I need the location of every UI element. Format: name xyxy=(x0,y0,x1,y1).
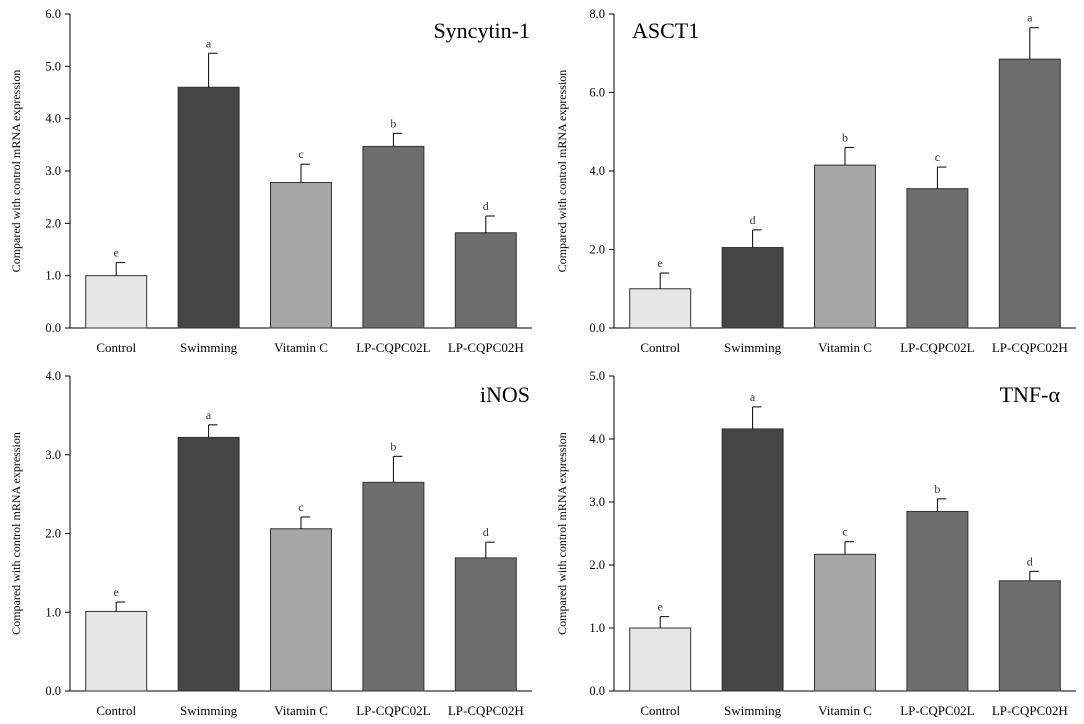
bar-lp-cqpc02h xyxy=(998,58,1061,329)
bar-vitamin-c xyxy=(270,182,332,329)
y-tick-label: 1.0 xyxy=(45,269,61,283)
bar-swimming xyxy=(721,428,784,692)
bar-lp-cqpc02l xyxy=(362,145,425,329)
y-tick-label: 4.0 xyxy=(45,369,61,383)
y-tick-label: 3.0 xyxy=(589,495,605,509)
category-label: Control xyxy=(96,340,136,355)
y-tick-label: 5.0 xyxy=(45,59,61,73)
category-label: Swimming xyxy=(724,340,782,355)
y-axis-title: Compared with control mRNA expression xyxy=(9,70,23,273)
y-tick-label: 2.0 xyxy=(589,558,605,572)
category-label: LP-CQPC02H xyxy=(448,340,524,355)
panel-title: TNF-α xyxy=(1000,382,1061,407)
significance-label: e xyxy=(658,256,663,270)
significance-label: d xyxy=(1027,554,1033,568)
y-tick-label: 5.0 xyxy=(589,369,605,383)
significance-label: a xyxy=(206,36,212,50)
category-label: Control xyxy=(640,340,680,355)
significance-label: a xyxy=(1027,11,1033,25)
y-tick-label: 0.0 xyxy=(589,321,605,335)
significance-label: e xyxy=(114,585,119,599)
chart-panel-1: 0.0 1.0 2.0 3.0 4.0 5.0 6.0 Compared with contr… xyxy=(9,7,532,355)
significance-label: c xyxy=(298,500,303,514)
y-tick-label: 6.0 xyxy=(45,7,61,21)
bar-control xyxy=(85,610,148,692)
y-tick-label: 1.0 xyxy=(45,605,61,619)
y-tick-label: 0.0 xyxy=(45,321,61,335)
chart-panel-3: 0.0 1.0 2.0 3.0 4.0 Compared with control mRN… xyxy=(9,369,532,718)
bar-control xyxy=(85,275,148,329)
y-tick-label: 3.0 xyxy=(45,448,61,462)
bar-lp-cqpc02l xyxy=(906,510,969,692)
bar-lp-cqpc02h xyxy=(454,557,517,692)
bar-lp-cqpc02l xyxy=(906,188,969,329)
bar-lp-cqpc02l xyxy=(362,481,425,692)
significance-label: d xyxy=(750,213,756,227)
significance-label: d xyxy=(483,525,489,539)
y-tick-label: 2.0 xyxy=(45,527,61,541)
chart-panel-2: 0.0 2.0 4.0 6.0 8.0 Compared with control mRN… xyxy=(555,7,1076,355)
y-tick-label: 0.0 xyxy=(589,684,605,698)
significance-label: c xyxy=(935,150,940,164)
category-label: LP-CQPC02L xyxy=(356,703,430,718)
significance-label: e xyxy=(114,246,119,260)
y-tick-label: 2.0 xyxy=(589,243,605,257)
significance-label: b xyxy=(390,116,396,130)
category-label: LP-CQPC02H xyxy=(992,703,1068,718)
significance-label: c xyxy=(842,525,847,539)
y-tick-label: 1.0 xyxy=(589,621,605,635)
category-label: LP-CQPC02H xyxy=(448,703,524,718)
y-tick-label: 2.0 xyxy=(45,216,61,230)
y-tick-label: 8.0 xyxy=(589,7,605,21)
category-label: LP-CQPC02H xyxy=(992,340,1068,355)
y-tick-label: 4.0 xyxy=(589,432,605,446)
significance-label: c xyxy=(298,147,303,161)
category-label: Control xyxy=(640,703,680,718)
category-label: Swimming xyxy=(724,703,782,718)
bar-swimming xyxy=(177,436,240,692)
category-label: Vitamin C xyxy=(274,703,328,718)
bar-lp-cqpc02h xyxy=(454,232,517,329)
category-label: LP-CQPC02L xyxy=(900,340,974,355)
y-axis-title: Compared with control mRNA expression xyxy=(9,432,23,635)
y-axis-title: Compared with control mRNA expression xyxy=(555,432,569,635)
panel-title: ASCT1 xyxy=(632,18,699,43)
category-label: Swimming xyxy=(180,340,238,355)
bar-vitamin-c xyxy=(814,553,876,692)
panel-title: iNOS xyxy=(480,382,530,407)
category-label: LP-CQPC02L xyxy=(900,703,974,718)
y-axis-title: Compared with control mRNA expression xyxy=(555,70,569,273)
y-tick-label: 3.0 xyxy=(45,164,61,178)
bar-vitamin-c xyxy=(270,528,332,692)
significance-label: d xyxy=(483,199,489,213)
category-label: Swimming xyxy=(180,703,238,718)
bar-control xyxy=(629,288,692,329)
y-tick-label: 6.0 xyxy=(589,86,605,100)
significance-label: e xyxy=(658,600,663,614)
category-label: Vitamin C xyxy=(818,340,872,355)
category-label: LP-CQPC02L xyxy=(356,340,430,355)
panel-title: Syncytin-1 xyxy=(433,18,530,43)
category-label: Control xyxy=(96,703,136,718)
significance-label: b xyxy=(390,439,396,453)
significance-label: b xyxy=(842,130,848,144)
category-label: Vitamin C xyxy=(818,703,872,718)
chart-panel-4: 0.0 1.0 2.0 3.0 4.0 5.0 Compared with control … xyxy=(555,369,1076,718)
significance-label: a xyxy=(206,408,212,422)
y-tick-label: 0.0 xyxy=(45,684,61,698)
bar-swimming xyxy=(721,247,784,329)
bar-swimming xyxy=(177,86,240,329)
bar-control xyxy=(629,627,692,692)
y-tick-label: 4.0 xyxy=(45,112,61,126)
bar-lp-cqpc02h xyxy=(998,580,1061,692)
category-label: Vitamin C xyxy=(274,340,328,355)
bar-vitamin-c xyxy=(814,164,876,329)
significance-label: a xyxy=(750,390,756,404)
significance-label: b xyxy=(934,482,940,496)
y-tick-label: 4.0 xyxy=(589,164,605,178)
